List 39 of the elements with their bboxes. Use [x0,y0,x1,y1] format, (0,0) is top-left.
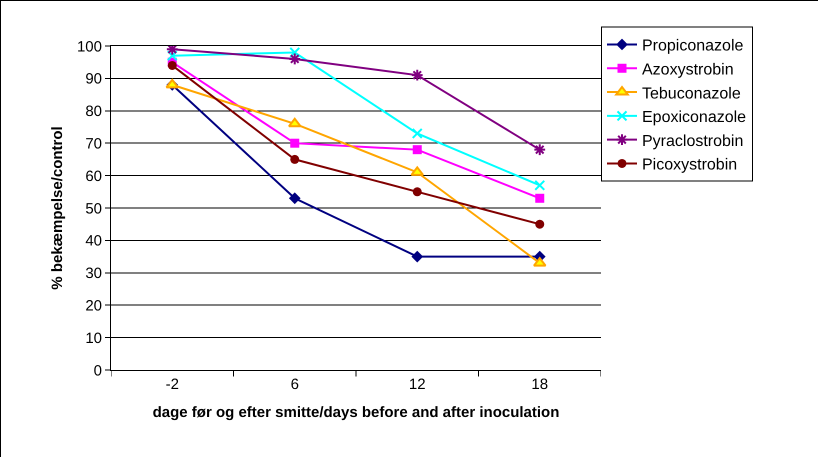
point [412,128,423,139]
y-tick-label: 30 [85,265,102,282]
y-tick-label: 80 [85,103,102,120]
legend-label: Tebuconazole [642,85,741,102]
point [535,220,544,229]
point [288,192,301,204]
x-tick-label: 12 [408,376,426,393]
x-axis-title: dage før og efter smitte/days before and after inoculation [152,404,560,421]
point [411,250,424,262]
point [288,52,302,66]
point [412,187,422,196]
y-tick-label: 10 [85,330,102,347]
point [290,154,300,164]
y-tick-label: 20 [85,297,102,314]
point [168,60,177,70]
point [534,180,546,191]
legend-label: Pyraclostrobin [642,132,744,150]
legend-label: Picoxystrobin [642,156,738,174]
legend-label: Propiconazole [642,38,744,55]
y-tick-label: 50 [85,200,102,218]
y-axis-title: % bekæmpelse/control [49,126,66,290]
legend-label: Epoxiconazole [642,109,746,126]
y-tick-label: 60 [85,168,102,185]
y-tick-label: 70 [85,135,102,152]
point [412,145,422,154]
point [535,194,544,203]
y-tick-label: 90 [85,70,102,88]
point [533,143,546,156]
y-tick-label: 0 [94,362,102,380]
x-tick-label: 6 [290,376,299,393]
x-tick-label: 18 [531,376,548,393]
y-tick-label: 40 [85,232,102,250]
point [410,68,424,82]
point [289,46,300,58]
point [290,138,300,148]
x-tick-label: -2 [166,376,179,393]
y-tick-label: 100 [76,38,102,56]
point [166,50,178,62]
legend-label: Azoxystrobin [642,62,734,78]
